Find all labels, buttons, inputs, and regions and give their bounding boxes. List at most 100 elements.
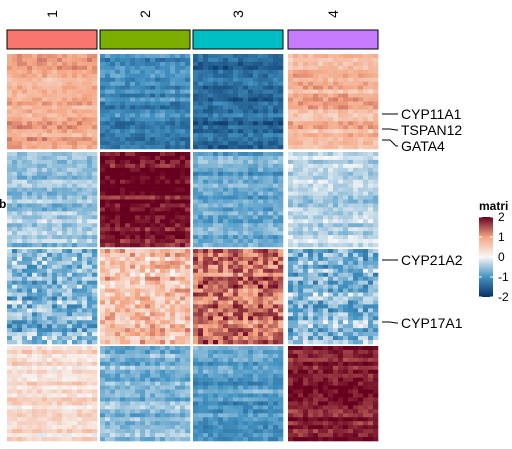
heatmap-cell	[278, 155, 284, 161]
heatmap-cell	[278, 133, 284, 138]
heatmap-cell	[293, 284, 299, 289]
heatmap-cell	[105, 316, 111, 321]
heatmap-cell	[12, 85, 18, 90]
heatmap-cell	[363, 113, 369, 118]
heatmap-cell	[198, 105, 204, 110]
heatmap-cell	[105, 268, 111, 274]
heatmap-cell	[313, 85, 319, 90]
heatmap-cell	[27, 155, 33, 161]
heatmap-cell	[32, 155, 38, 161]
heatmap-cell	[125, 145, 131, 150]
heatmap-cell	[62, 145, 68, 150]
heatmap-block	[288, 249, 379, 345]
heatmap-cell	[115, 336, 121, 341]
heatmap-cell	[193, 191, 199, 196]
heatmap-cell	[333, 105, 339, 110]
heatmap-cell	[105, 167, 111, 173]
heatmap-cell	[353, 61, 359, 67]
heatmap-cell	[7, 199, 13, 204]
heatmap-cell	[373, 296, 379, 301]
heatmap-cell	[110, 300, 116, 305]
heatmap-cell	[62, 195, 68, 200]
heatmap-cell	[208, 77, 214, 83]
heatmap-cell	[7, 223, 13, 228]
heatmap-cell	[248, 159, 254, 165]
heatmap-cell	[343, 105, 349, 110]
heatmap-cell	[348, 57, 354, 63]
heatmap-cell	[180, 324, 186, 329]
heatmap-cell	[62, 129, 68, 134]
heatmap-cell	[160, 167, 166, 173]
heatmap-cell	[47, 280, 53, 285]
heatmap-cell	[170, 141, 176, 146]
heatmap-cell	[57, 219, 63, 224]
heatmap-cell	[92, 61, 98, 67]
heatmap-cell	[193, 137, 199, 142]
heatmap-cell	[92, 179, 98, 184]
heatmap-cell	[258, 284, 264, 289]
heatmap-cell	[37, 163, 43, 169]
heatmap-cell	[213, 65, 219, 71]
heatmap-cell	[318, 109, 324, 114]
heatmap-cell	[318, 57, 324, 63]
heatmap-cell	[27, 61, 33, 67]
heatmap-cell	[203, 239, 209, 244]
heatmap-cell	[92, 264, 98, 270]
heatmap-cell	[198, 81, 204, 86]
heatmap-cell	[233, 199, 239, 204]
heatmap-cell	[170, 336, 176, 341]
heatmap-cell	[288, 280, 294, 285]
heatmap-cell	[180, 308, 186, 313]
heatmap-cell	[353, 239, 359, 244]
heatmap-cell	[273, 125, 279, 130]
heatmap-cell	[165, 308, 171, 313]
heatmap-cell	[115, 276, 121, 281]
heatmap-cell	[303, 57, 309, 63]
heatmap-cell	[62, 121, 68, 126]
heatmap-cell	[17, 97, 23, 102]
heatmap-cell	[218, 175, 224, 181]
heatmap-cell	[278, 296, 284, 301]
heatmap-cell	[82, 249, 88, 254]
heatmap-cell	[268, 227, 274, 232]
heatmap-cell	[150, 179, 156, 184]
heatmap-cell	[363, 101, 369, 106]
heatmap-cell	[313, 145, 319, 150]
heatmap-cell	[343, 268, 349, 274]
heatmap-cell	[165, 89, 171, 94]
heatmap-cell	[105, 272, 111, 278]
heatmap-cell	[213, 155, 219, 161]
heatmap-cell	[333, 61, 339, 67]
heatmap-cell	[72, 117, 78, 122]
heatmap-cell	[243, 152, 249, 157]
heatmap-cell	[77, 320, 83, 325]
heatmap-cell	[233, 191, 239, 196]
heatmap-cell	[198, 268, 204, 274]
heatmap-cell	[120, 328, 126, 333]
heatmap-cell	[328, 137, 334, 142]
heatmap-cell	[358, 145, 364, 150]
heatmap-cell	[218, 199, 224, 204]
heatmap-cell	[7, 159, 13, 165]
heatmap-cell	[248, 280, 254, 285]
heatmap-cell	[193, 145, 199, 150]
heatmap-cell	[313, 152, 319, 157]
heatmap-cell	[105, 65, 111, 71]
heatmap-cell	[238, 133, 244, 138]
heatmap-cell	[273, 324, 279, 329]
heatmap-cell	[145, 211, 151, 216]
heatmap-cell	[47, 137, 53, 142]
heatmap-cell	[7, 288, 13, 293]
heatmap-cell	[17, 117, 23, 122]
heatmap-cell	[110, 57, 116, 63]
heatmap-cell	[32, 292, 38, 297]
heatmap-cell	[17, 252, 23, 258]
heatmap-cell	[120, 145, 126, 150]
heatmap-cell	[208, 288, 214, 293]
heatmap-cell	[193, 81, 199, 86]
heatmap-cell	[62, 141, 68, 146]
heatmap-cell	[160, 171, 166, 177]
heatmap-cell	[203, 316, 209, 321]
heatmap-cell	[298, 191, 304, 196]
heatmap-cell	[7, 121, 13, 126]
